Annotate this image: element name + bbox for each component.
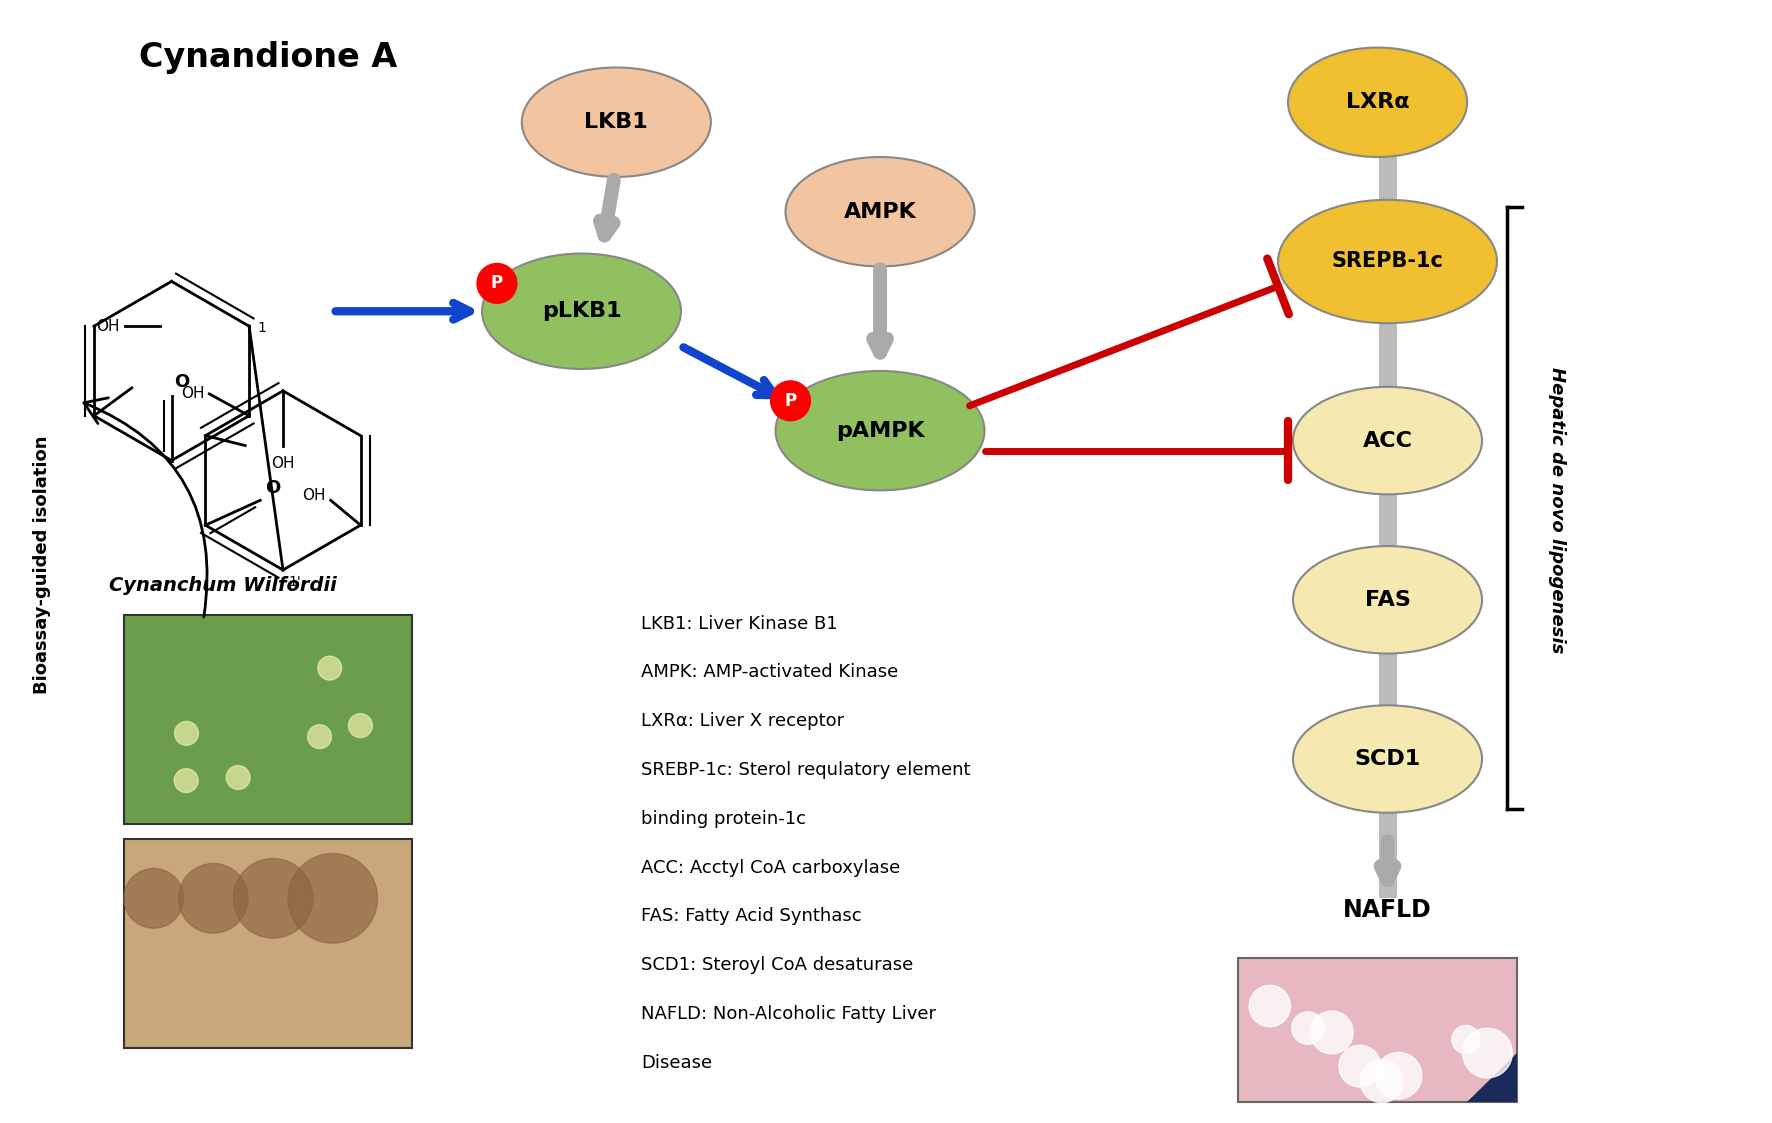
Circle shape (227, 766, 250, 789)
Text: SCD1: SCD1 (1354, 749, 1421, 769)
Ellipse shape (1294, 546, 1481, 654)
Text: P: P (491, 274, 503, 292)
Circle shape (771, 381, 810, 421)
Text: ACC: ACC (1363, 430, 1412, 450)
Text: pLKB1: pLKB1 (542, 301, 622, 321)
Text: ACC: Acctyl CoA carboxylase: ACC: Acctyl CoA carboxylase (641, 858, 900, 877)
Text: NAFLD: NAFLD (1343, 898, 1432, 922)
Text: 1: 1 (257, 321, 266, 335)
Circle shape (349, 714, 372, 738)
Text: LKB1: Liver Kinase B1: LKB1: Liver Kinase B1 (641, 614, 838, 632)
Bar (124, 839, 413, 1048)
Text: P: P (785, 392, 797, 410)
Text: SREBP-1c: Sterol requlatory element: SREBP-1c: Sterol requlatory element (641, 761, 971, 779)
Circle shape (124, 868, 184, 929)
Text: NAFLD: Non-Alcoholic Fatty Liver: NAFLD: Non-Alcoholic Fatty Liver (641, 1005, 936, 1023)
Text: binding protein-1c: binding protein-1c (641, 810, 806, 828)
Text: LKB1: LKB1 (585, 112, 649, 133)
Ellipse shape (521, 67, 711, 177)
Circle shape (1462, 1029, 1512, 1078)
Ellipse shape (776, 371, 985, 491)
Circle shape (1340, 1046, 1380, 1087)
Circle shape (1292, 1012, 1324, 1044)
Text: 1': 1' (289, 575, 301, 588)
Text: Cynandione A: Cynandione A (138, 40, 397, 74)
Ellipse shape (785, 157, 975, 266)
Text: AMPK: AMPK (843, 202, 916, 221)
Text: OH: OH (303, 487, 326, 503)
Circle shape (175, 721, 198, 746)
Circle shape (1375, 1052, 1421, 1099)
Text: Disease: Disease (641, 1053, 712, 1071)
Circle shape (289, 853, 377, 943)
Text: OH: OH (96, 319, 120, 334)
Circle shape (1451, 1025, 1480, 1053)
Text: FAS: FAS (1364, 590, 1411, 610)
Circle shape (1361, 1060, 1403, 1103)
Ellipse shape (482, 254, 680, 369)
Text: FAS: Fatty Acid Synthasc: FAS: Fatty Acid Synthasc (641, 907, 861, 925)
Text: LXRα: Liver X receptor: LXRα: Liver X receptor (641, 712, 843, 730)
Text: pAMPK: pAMPK (836, 421, 925, 440)
Circle shape (308, 724, 331, 749)
Text: AMPK: AMP-activated Kinase: AMPK: AMP-activated Kinase (641, 664, 898, 682)
Polygon shape (1467, 1052, 1517, 1103)
Text: Cynanchum Wilfordii: Cynanchum Wilfordii (110, 576, 337, 595)
Text: SREPB-1c: SREPB-1c (1331, 252, 1444, 272)
Ellipse shape (1278, 200, 1497, 323)
Circle shape (1310, 1011, 1354, 1053)
Text: OH: OH (181, 386, 204, 401)
Circle shape (477, 264, 517, 303)
Ellipse shape (1294, 705, 1481, 813)
Text: Hepatic de novo lipogenesis: Hepatic de novo lipogenesis (1547, 367, 1566, 654)
Bar (124, 614, 413, 823)
Text: O: O (174, 373, 190, 391)
Ellipse shape (1288, 47, 1467, 157)
Circle shape (234, 858, 314, 938)
Circle shape (174, 768, 198, 793)
Text: SCD1: Steroyl CoA desaturase: SCD1: Steroyl CoA desaturase (641, 956, 914, 974)
Circle shape (317, 656, 342, 681)
Text: O: O (266, 480, 280, 497)
FancyArrowPatch shape (83, 398, 207, 617)
Text: Bioassay-guided isolation: Bioassay-guided isolation (34, 436, 51, 694)
Circle shape (179, 864, 248, 933)
Bar (1239, 958, 1517, 1103)
Text: LXRα: LXRα (1345, 92, 1409, 112)
Ellipse shape (1294, 386, 1481, 494)
Circle shape (1249, 985, 1290, 1026)
Text: OH: OH (271, 456, 294, 471)
